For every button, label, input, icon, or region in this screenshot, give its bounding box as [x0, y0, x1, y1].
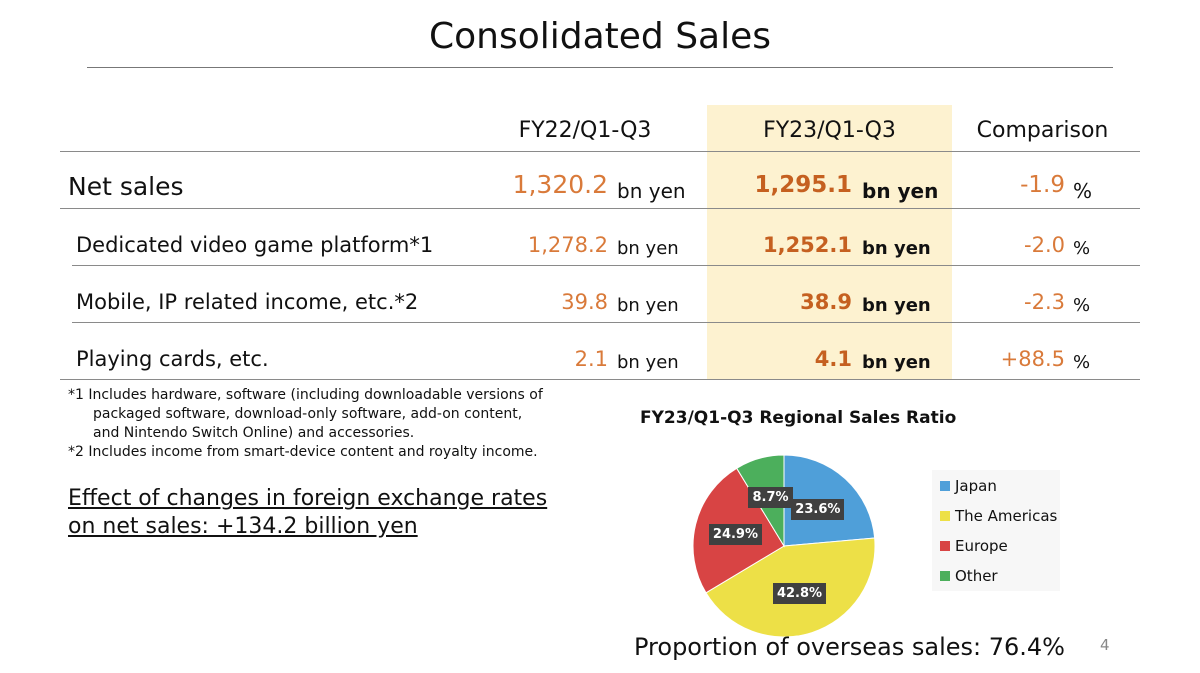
net-sales-fy22: 1,320.2 — [512, 170, 608, 199]
regional-sales-pie — [692, 454, 876, 638]
header-fy23: FY23/Q1-Q3 — [763, 118, 896, 143]
pie-label-the-americas: 42.8% — [772, 583, 827, 605]
pie-label-japan: 23.6% — [791, 498, 845, 520]
footnote-1-line-1: *1 Includes hardware, software (includin… — [68, 387, 543, 403]
legend-swatch — [940, 481, 950, 491]
dedicated-fy23: 1,252.1 — [762, 233, 852, 257]
row-label-playing-cards: Playing cards, etc. — [76, 347, 269, 371]
dedicated-fy23-unit: bn yen — [862, 238, 931, 259]
chart-legend: Japan The Americas Europe Other — [932, 470, 1060, 591]
legend-swatch — [940, 541, 950, 551]
pie-label-other: 8.7% — [748, 487, 793, 509]
legend-swatch — [940, 571, 950, 581]
pie-label-europe: 24.9% — [708, 523, 763, 545]
header-fy22: FY22/Q1-Q3 — [518, 118, 652, 143]
dedicated-fy22: 1,278.2 — [527, 233, 608, 257]
fx-effect-note: Effect of changes in foreign exchange ra… — [68, 485, 547, 541]
legend-swatch — [940, 511, 950, 521]
overseas-sales-ratio: Proportion of overseas sales: 76.4% — [634, 633, 1065, 661]
footnote-1-line-3: and Nintendo Switch Online) and accessor… — [93, 425, 415, 441]
mobile-fy23: 38.9 — [800, 290, 852, 314]
dedicated-comparison-unit: % — [1073, 238, 1091, 259]
legend-item-other: Other — [940, 567, 998, 585]
title-divider — [87, 67, 1113, 68]
row-label-net-sales: Net sales — [68, 172, 184, 201]
net-sales-comparison-unit: % — [1073, 179, 1093, 203]
cards-comparison-unit: % — [1073, 352, 1091, 373]
row-label-dedicated-platform: Dedicated video game platform*1 — [76, 233, 434, 257]
row-label-mobile-ip: Mobile, IP related income, etc.*2 — [76, 290, 419, 314]
cards-fy22-unit: bn yen — [617, 352, 679, 373]
footnotes: *1 Includes hardware, software (includin… — [68, 386, 543, 462]
net-sales-comparison: -1.9 — [1020, 172, 1065, 198]
table-bottom-line — [60, 379, 1140, 380]
row-divider — [72, 322, 1140, 323]
mobile-comparison: -2.3 — [1024, 290, 1065, 314]
page-number: 4 — [1100, 636, 1110, 654]
row-divider — [60, 208, 1140, 209]
legend-label: Europe — [955, 537, 1008, 555]
header-comparison: Comparison — [976, 118, 1109, 143]
page-title: Consolidated Sales — [428, 16, 772, 57]
current-year-highlight — [707, 105, 952, 380]
net-sales-fy23: 1,295.1 — [754, 172, 853, 198]
cards-comparison: +88.5 — [1000, 347, 1065, 371]
mobile-fy22-unit: bn yen — [617, 295, 679, 316]
chart-title: FY23/Q1-Q3 Regional Sales Ratio — [640, 408, 957, 428]
legend-item-europe: Europe — [940, 537, 1008, 555]
footnote-1-line-2: packaged software, download-only softwar… — [93, 406, 523, 422]
row-divider — [72, 265, 1140, 266]
legend-label: The Americas — [955, 507, 1058, 525]
dedicated-comparison: -2.0 — [1024, 233, 1065, 257]
net-sales-fy23-unit: bn yen — [862, 179, 939, 203]
legend-label: Other — [955, 567, 998, 585]
cards-fy22: 2.1 — [574, 347, 608, 371]
mobile-fy23-unit: bn yen — [862, 295, 931, 316]
cards-fy23-unit: bn yen — [862, 352, 931, 373]
fx-effect-line-2: on net sales: +134.2 billion yen — [68, 514, 418, 539]
legend-label: Japan — [955, 477, 997, 495]
table-header-line — [60, 151, 1140, 152]
footnote-2: *2 Includes income from smart-device con… — [68, 444, 538, 460]
mobile-comparison-unit: % — [1073, 295, 1091, 316]
fx-effect-line-1: Effect of changes in foreign exchange ra… — [68, 486, 548, 511]
legend-item-the-americas: The Americas — [940, 507, 1057, 525]
cards-fy23: 4.1 — [814, 347, 852, 371]
dedicated-fy22-unit: bn yen — [617, 238, 679, 259]
legend-item-japan: Japan — [940, 477, 997, 495]
mobile-fy22: 39.8 — [561, 290, 608, 314]
net-sales-fy22-unit: bn yen — [617, 179, 686, 203]
